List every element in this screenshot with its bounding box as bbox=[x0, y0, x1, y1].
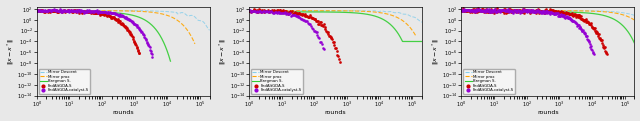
X-axis label: rounds: rounds bbox=[113, 110, 134, 115]
X-axis label: rounds: rounds bbox=[537, 110, 559, 115]
Legend: Mirror Descent, Mirror prox, Bregman S., FedAltGDA-S, FedAltGDA-catalyst-S: Mirror Descent, Mirror prox, Bregman S.,… bbox=[463, 69, 515, 94]
Y-axis label: $\|x - x^*\|$: $\|x - x^*\|$ bbox=[218, 38, 228, 65]
Legend: Mirror Descent, Mirror prox, Bregman S., FedAltGDA-S, FedAltGDA-catalyst-S: Mirror Descent, Mirror prox, Bregman S.,… bbox=[38, 69, 90, 94]
Y-axis label: $\|x - x^*\|$: $\|x - x^*\|$ bbox=[6, 38, 16, 65]
Legend: Mirror Descent, Mirror prox, Bregman S., FedAltGDA-S, FedAltGDA-catalyst-S: Mirror Descent, Mirror prox, Bregman S.,… bbox=[251, 69, 303, 94]
X-axis label: rounds: rounds bbox=[324, 110, 346, 115]
Y-axis label: $\|x - x^*\|$: $\|x - x^*\|$ bbox=[430, 38, 441, 65]
